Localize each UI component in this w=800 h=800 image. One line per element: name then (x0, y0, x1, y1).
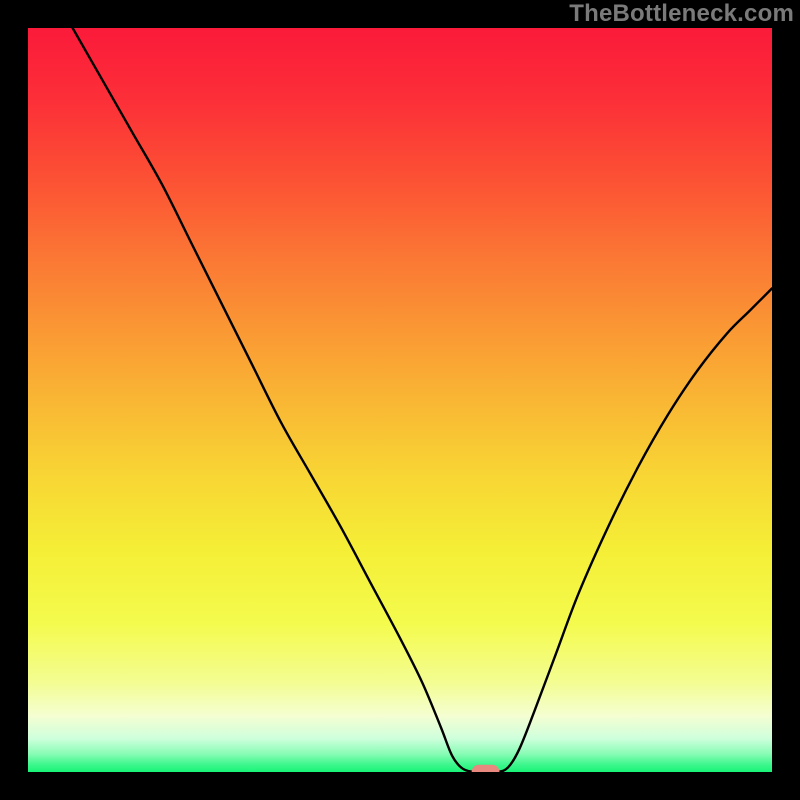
watermark-text: TheBottleneck.com (569, 0, 794, 28)
chart-svg (28, 28, 772, 772)
gradient-background (28, 28, 772, 772)
chart-frame: { "watermark": { "text": "TheBottleneck.… (0, 0, 800, 800)
optimum-marker (472, 765, 499, 772)
bottleneck-chart (28, 28, 772, 772)
